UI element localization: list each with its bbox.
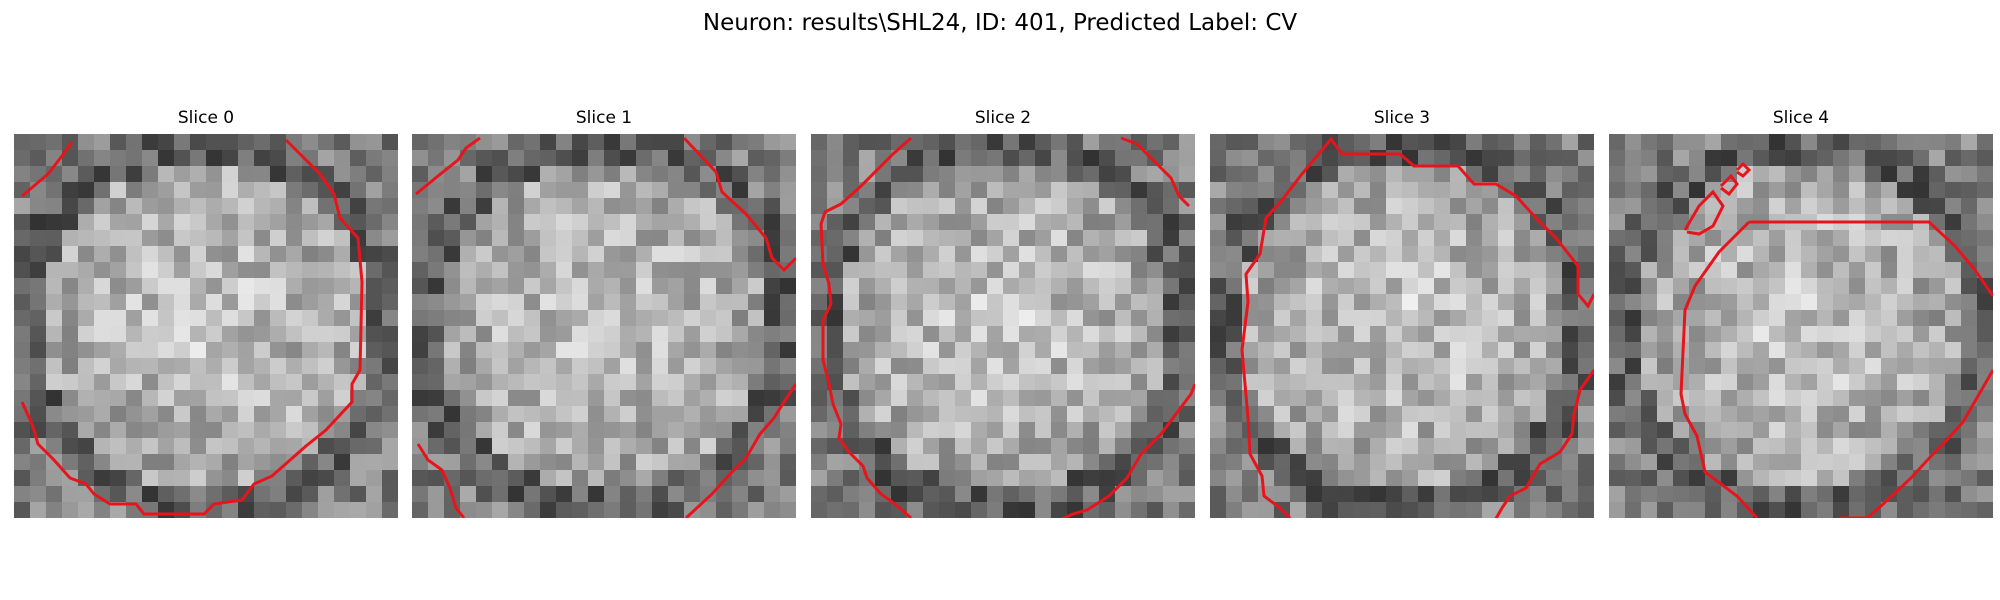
- slice-title: Slice 0: [177, 108, 235, 128]
- slice-title: Slice 3: [1373, 108, 1431, 128]
- slice-panel-1: Slice 1: [412, 108, 796, 520]
- segmentation-contour: [682, 136, 796, 273]
- figure-title: Neuron: results\SHL24, ID: 401, Predicte…: [702, 10, 1298, 36]
- segmentation-contour: [415, 136, 481, 196]
- slice-image: [14, 134, 398, 518]
- segmentation-contour: [1059, 383, 1195, 518]
- segmentation-contour: [1683, 189, 1725, 236]
- segmentation-contour: [416, 443, 466, 518]
- segmentation-contour: [1735, 161, 1752, 178]
- segmentation-contour: [1679, 220, 1759, 518]
- segmentation-contour: [1494, 369, 1594, 518]
- slice-image: [1210, 134, 1594, 518]
- segmentation-contour: [21, 141, 74, 198]
- slice-image: [811, 134, 1195, 518]
- segmentation-contour: [1328, 137, 1594, 309]
- segmentation-contour: [1120, 136, 1191, 208]
- segmentation-contour: [1240, 137, 1334, 518]
- segmentation-contour: [20, 138, 364, 516]
- slice-panel-2: Slice 2: [811, 108, 1195, 520]
- slice-panel-3: Slice 3: [1210, 108, 1594, 520]
- segmentation-contour: [819, 136, 912, 518]
- segmentation-contour: [1719, 173, 1739, 197]
- slice-image: [412, 134, 796, 518]
- segmentation-contour: [1749, 220, 1993, 297]
- segmentation-contour: [1838, 369, 1993, 518]
- slice-image: [1609, 134, 1993, 518]
- slice-title: Slice 4: [1772, 108, 1830, 128]
- slice-panel-4: Slice 4: [1609, 108, 1993, 520]
- slice-title: Slice 2: [974, 108, 1032, 128]
- slice-title: Slice 1: [575, 108, 633, 128]
- slice-panel-0: Slice 0: [14, 108, 398, 520]
- segmentation-contour: [684, 383, 796, 518]
